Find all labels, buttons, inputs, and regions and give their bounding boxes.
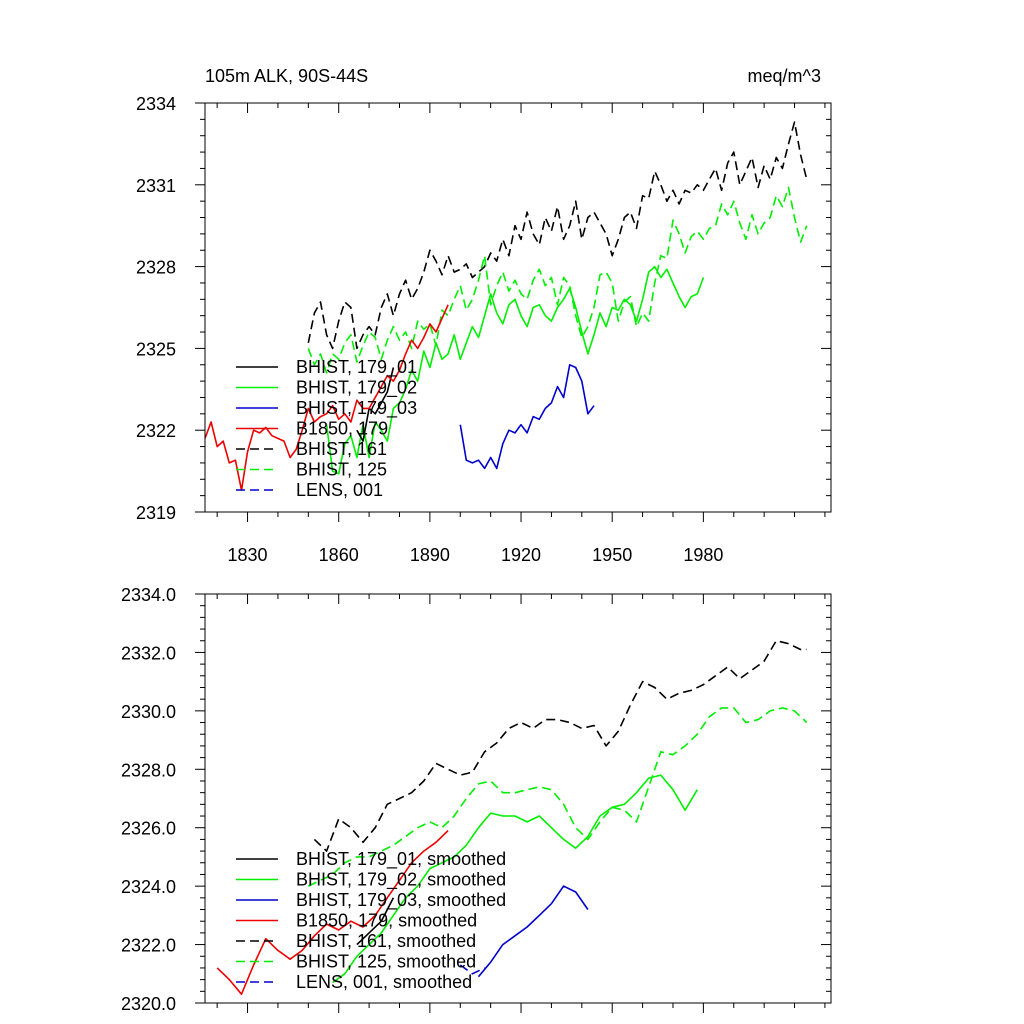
top-xtick-label: 1830 xyxy=(228,545,268,565)
top-ytick-label: 2325 xyxy=(136,339,176,359)
bottom-ytick-label: 2330.0 xyxy=(121,702,176,722)
top-xtick-label: 1860 xyxy=(319,545,359,565)
bottom-series-bhist-161-smoothed xyxy=(314,641,806,851)
top-ytick-label: 2328 xyxy=(136,258,176,278)
top-legend-label-bhist-179-01: BHIST, 179_01 xyxy=(296,357,417,378)
top-ytick-label: 2319 xyxy=(136,503,176,523)
top-series-bhist-161 xyxy=(308,122,806,348)
top-xtick-label: 1920 xyxy=(501,545,541,565)
chart-canvas: 1830 1860 1890 1920 1950 1980 2319 2322 2325 2328… xyxy=(0,0,1024,1024)
top-panel: 1830 1860 1890 1920 1950 1980 2319 2322 2325 2328… xyxy=(136,66,831,565)
top-series-bhist-179-03 xyxy=(460,365,594,469)
bottom-ytick-label: 2332.0 xyxy=(121,643,176,663)
top-legend-label-bhist-179-03: BHIST, 179_03 xyxy=(296,398,417,419)
top-xtick-label: 1890 xyxy=(410,545,450,565)
bottom-legend-label-b1850-179-smoothed: B1850, 179, smoothed xyxy=(296,911,477,931)
top-series-bhist-125 xyxy=(308,188,806,373)
bottom-ytick-label: 2326.0 xyxy=(121,819,176,839)
bottom-legend-label-bhist-179-01-smoothed: BHIST, 179_01, smoothed xyxy=(296,849,506,870)
top-legend-label-b1850-179: B1850, 179 xyxy=(296,419,388,439)
bottom-ytick-label: 2322.0 xyxy=(121,936,176,956)
top-title-right: meq/m^3 xyxy=(748,66,821,86)
bottom-legend-label-bhist-161-smoothed: BHIST, 161, smoothed xyxy=(296,931,476,951)
top-ytick-label: 2331 xyxy=(136,176,176,196)
bottom-legend-label-bhist-125-smoothed: BHIST, 125, smoothed xyxy=(296,952,476,972)
bottom-ytick-label: 2320.0 xyxy=(121,994,176,1014)
top-legend-label-bhist-161: BHIST, 161 xyxy=(296,439,387,459)
top-legend-label-bhist-179-02: BHIST, 179_02 xyxy=(296,378,417,399)
top-legend-label-bhist-125: BHIST, 125 xyxy=(296,460,387,480)
bottom-legend-label-bhist-179-03-smoothed: BHIST, 179_03, smoothed xyxy=(296,890,506,911)
bottom-legend-label-bhist-179-02-smoothed: BHIST, 179_02, smoothed xyxy=(296,870,506,891)
top-ytick-label: 2322 xyxy=(136,421,176,441)
top-title-left: 105m ALK, 90S-44S xyxy=(205,66,368,86)
bottom-panel: 2320.0 2322.0 2324.0 2326.0 2328.0 2330.0 2332… xyxy=(121,585,831,1014)
bottom-legend-label-lens-001-smoothed: LENS, 001, smoothed xyxy=(296,972,472,992)
bottom-ytick-label: 2328.0 xyxy=(121,760,176,780)
bottom-ytick-label: 2334.0 xyxy=(121,585,176,605)
top-ytick-label: 2334 xyxy=(136,94,176,114)
top-xtick-label: 1950 xyxy=(592,545,632,565)
bottom-ytick-label: 2324.0 xyxy=(121,877,176,897)
top-xtick-label: 1980 xyxy=(683,545,723,565)
top-legend-label-lens-001: LENS, 001 xyxy=(296,480,383,500)
